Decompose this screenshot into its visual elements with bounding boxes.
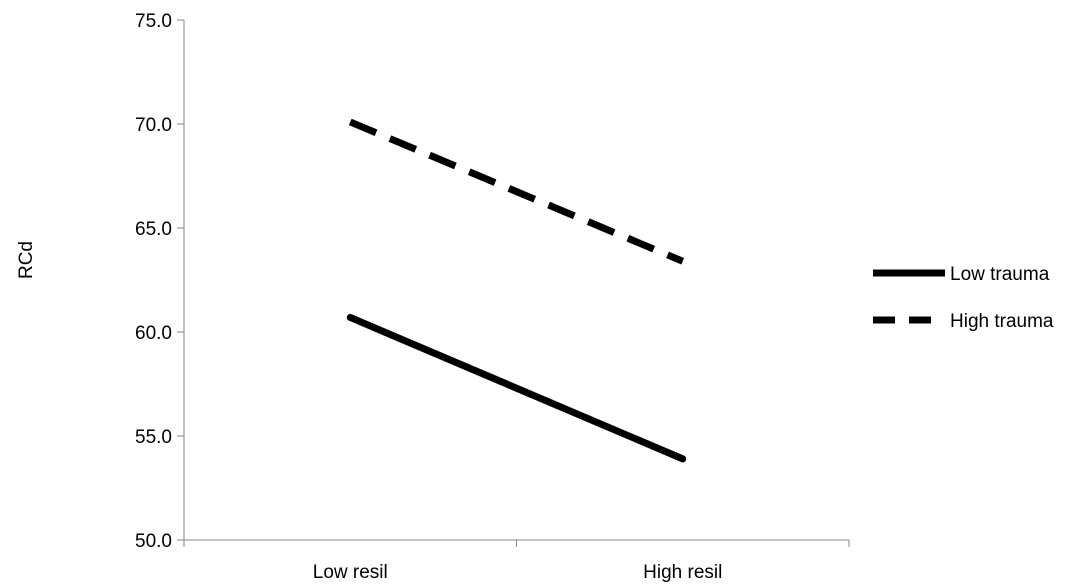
- series-line-0: [346, 313, 687, 463]
- y-axis-title: RCd: [16, 241, 37, 279]
- y-tick-label: 60.0: [135, 323, 172, 344]
- y-tick-label: 65.0: [135, 219, 172, 240]
- y-tick-label: 75.0: [135, 11, 172, 32]
- y-axis: 50.0 55.0 60.0 65.0 70.0 75.0: [135, 11, 185, 552]
- legend: Low trauma High trauma: [873, 264, 1054, 332]
- x-tick-label: High resil: [643, 562, 722, 583]
- series-line-1: [348, 118, 685, 265]
- y-tick-label: 50.0: [135, 531, 172, 552]
- legend-label-0: Low trauma: [950, 264, 1050, 285]
- legend-label-1: High trauma: [950, 311, 1054, 332]
- x-tick-label: Low resil: [313, 562, 388, 583]
- x-ticks: Low resil High resil: [183, 540, 850, 583]
- x-axis: Low resil High resil: [183, 539, 850, 583]
- series-layer: [346, 118, 687, 463]
- y-tick-label: 70.0: [135, 115, 172, 136]
- y-tick-label: 55.0: [135, 427, 172, 448]
- y-ticks: 50.0 55.0 60.0 65.0 70.0 75.0: [135, 11, 184, 552]
